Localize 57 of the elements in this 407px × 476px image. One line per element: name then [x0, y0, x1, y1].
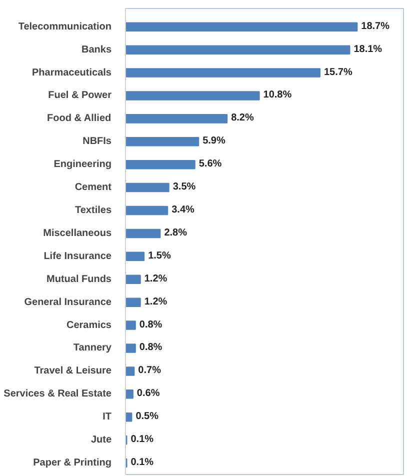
data-label: 0.6%: [136, 388, 160, 400]
y-tick-label: Paper & Printing: [33, 458, 112, 469]
y-tick-label: IT: [102, 412, 112, 423]
data-label: 0.7%: [138, 365, 162, 376]
y-tick-label: Food & Allied: [47, 113, 112, 124]
bar: [126, 298, 141, 307]
y-tick-label: Tannery: [73, 342, 112, 354]
data-label: 2.8%: [164, 227, 188, 238]
bar: [126, 182, 170, 192]
y-tick-label: Mutual Funds: [46, 274, 112, 285]
bar: [126, 344, 136, 353]
y-tick-label: Banks: [81, 44, 112, 56]
bar: [126, 366, 135, 376]
y-tick-label: Engineering: [54, 159, 112, 170]
y-tick-label: Fuel & Power: [48, 90, 112, 102]
y-tick-label: Pharmaceuticals: [32, 67, 112, 78]
data-label: 18.1%: [354, 44, 382, 55]
bar: [126, 206, 168, 216]
data-label: 8.2%: [231, 112, 254, 124]
bar: [126, 68, 320, 78]
data-label: 0.8%: [139, 319, 162, 330]
data-label: 0.8%: [139, 342, 162, 354]
data-label: 1.2%: [144, 273, 168, 284]
bar: [126, 22, 358, 32]
y-tick-label: General Insurance: [24, 296, 112, 308]
y-tick-label: Ceramics: [66, 320, 112, 331]
bar: [126, 160, 196, 170]
data-label: 15.7%: [324, 66, 352, 78]
data-label: 0.5%: [136, 411, 159, 422]
data-label: 0.1%: [130, 457, 154, 468]
data-label: 0.1%: [130, 434, 154, 446]
data-label: 5.6%: [198, 158, 222, 170]
y-tick-label: Textiles: [75, 205, 112, 216]
bar: [126, 228, 161, 238]
bar: [126, 114, 228, 124]
y-tick-label: Travel & Leisure: [34, 366, 112, 377]
bar: [126, 274, 141, 284]
bar: [126, 91, 260, 100]
bar: [126, 390, 134, 399]
y-tick-label: Life Insurance: [44, 250, 112, 262]
bar: [126, 252, 145, 262]
data-label: 3.5%: [172, 182, 196, 193]
data-label: 5.9%: [202, 136, 226, 147]
data-label: 1.5%: [148, 250, 171, 262]
y-tick-label: Services & Real Estate: [4, 388, 112, 400]
data-label: 10.8%: [263, 90, 292, 101]
y-tick-label: Jute: [90, 434, 112, 446]
data-label: 1.2%: [144, 296, 168, 308]
bar: [126, 45, 350, 54]
y-tick-label: Miscellaneous: [43, 228, 112, 239]
y-tick-label: Cement: [74, 182, 112, 194]
y-tick-label: Telecommunication: [18, 21, 112, 32]
y-tick-label: NBFIs: [82, 136, 112, 148]
data-label: 3.4%: [172, 204, 195, 216]
data-label: 18.7%: [361, 20, 390, 32]
bar: [126, 320, 136, 330]
bar: [126, 137, 200, 146]
